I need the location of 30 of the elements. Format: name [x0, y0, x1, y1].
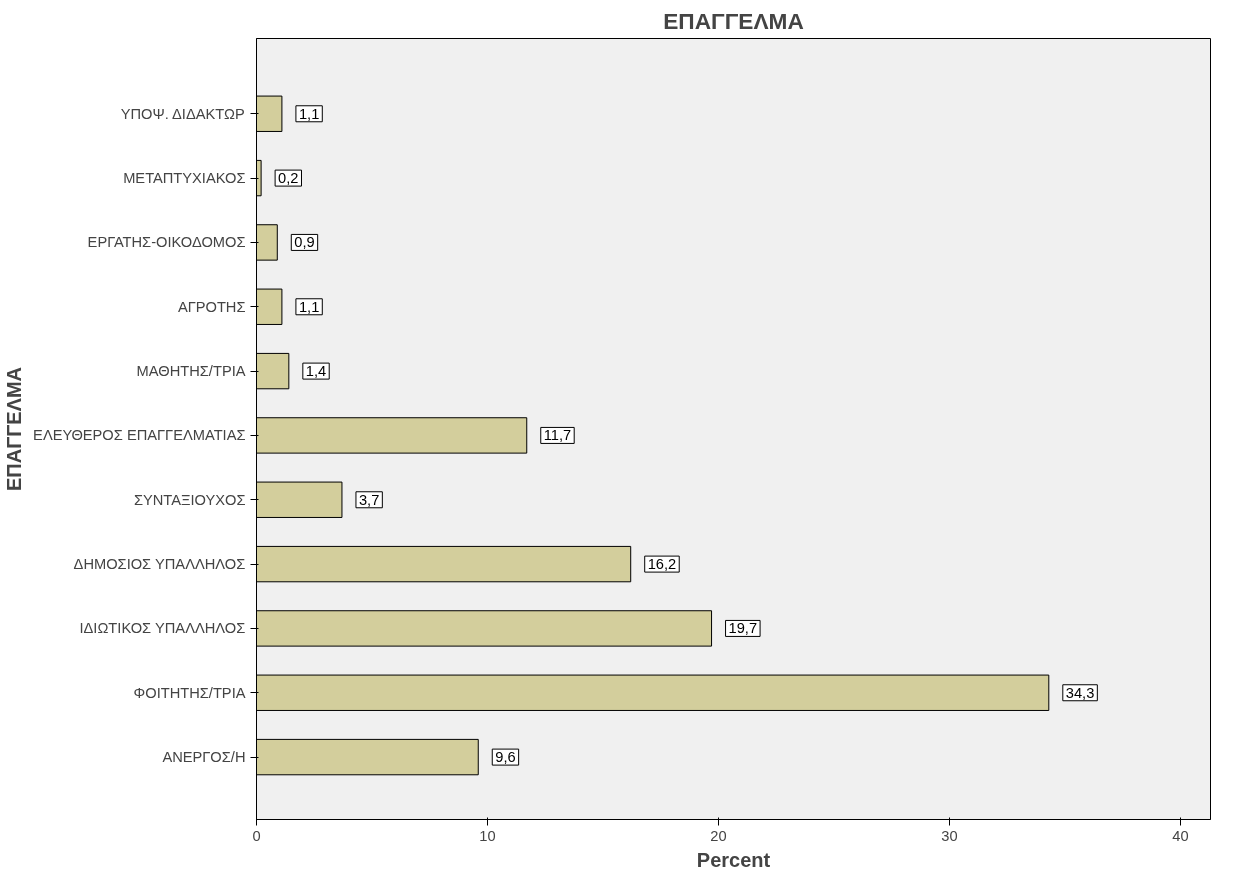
y-tick-label: ΙΔΙΩΤΙΚΟΣ ΥΠΑΛΛΗΛΟΣ	[79, 620, 246, 637]
data-label: 11,7	[543, 427, 572, 444]
y-tick-label: ΜΑΘΗΤΗΣ/ΤΡΙΑ	[136, 363, 246, 380]
data-label: 0,2	[278, 170, 299, 187]
data-label: 9,6	[495, 749, 516, 766]
x-tick-label: 20	[710, 827, 727, 844]
data-label: 1,1	[298, 105, 320, 122]
y-tick-label: ΦΟΙΤΗΤΗΣ/ΤΡΙΑ	[133, 684, 246, 701]
data-label: 1,1	[298, 298, 320, 315]
data-label: 0,9	[294, 234, 315, 251]
data-label: 34,3	[1065, 684, 1095, 701]
y-tick-label: ΣΥΝΤΑΞΙΟΥΧΟΣ	[133, 491, 246, 508]
data-label: 3,7	[358, 491, 380, 508]
y-tick-label: ΥΠΟΨ. ΔΙΔΑΚΤΩΡ	[120, 105, 245, 122]
y-tick-label: ΑΓΡΟΤΗΣ	[177, 298, 246, 315]
y-axis-title: ΕΠΑΓΓΕΛΜΑ	[3, 366, 26, 492]
y-tick-label: ΜΕΤΑΠΤΥΧΙΑΚΟΣ	[123, 170, 246, 187]
y-tick-label: ΑΝΕΡΓΟΣ/Η	[162, 749, 246, 766]
x-tick-label: 10	[479, 827, 496, 844]
chart-title: ΕΠΑΓΓΕΛΜΑ	[663, 7, 804, 34]
y-tick-label: ΕΛΕΥΘΕΡΟΣ ΕΠΑΓΓΕΛΜΑΤΙΑΣ	[33, 427, 246, 444]
x-axis-title: Percent	[696, 848, 771, 871]
y-tick-label: ΕΡΓΑΤΗΣ-ΟΙΚΟΔΟΜΟΣ	[87, 234, 246, 251]
data-label: 19,7	[728, 620, 758, 637]
data-label: 1,4	[305, 363, 327, 380]
x-tick-label: 30	[941, 827, 958, 844]
data-label: 16,2	[647, 556, 677, 573]
x-tick-label: 0	[252, 827, 261, 844]
y-tick-label: ΔΗΜΟΣΙΟΣ ΥΠΑΛΛΗΛΟΣ	[73, 556, 246, 573]
x-tick-label: 40	[1172, 827, 1189, 844]
